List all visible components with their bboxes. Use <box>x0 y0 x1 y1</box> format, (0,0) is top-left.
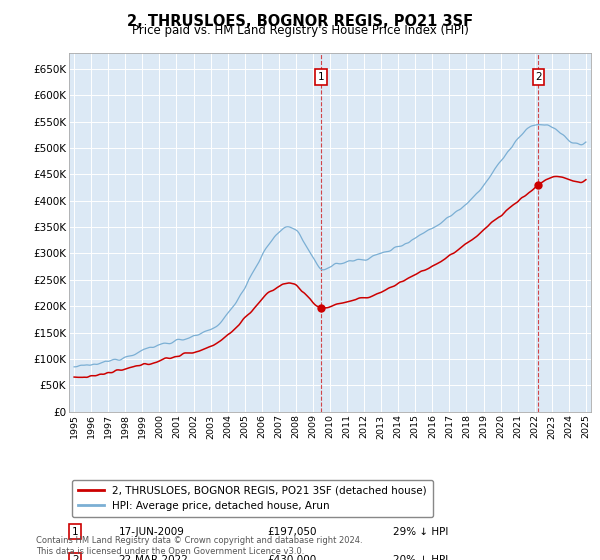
Text: 1: 1 <box>72 526 79 536</box>
Text: 2, THRUSLOES, BOGNOR REGIS, PO21 3SF: 2, THRUSLOES, BOGNOR REGIS, PO21 3SF <box>127 14 473 29</box>
Text: 1: 1 <box>317 72 324 82</box>
Text: 2: 2 <box>72 556 79 560</box>
Text: 17-JUN-2009: 17-JUN-2009 <box>119 526 184 536</box>
Text: Contains HM Land Registry data © Crown copyright and database right 2024.
This d: Contains HM Land Registry data © Crown c… <box>36 536 362 556</box>
Text: Price paid vs. HM Land Registry's House Price Index (HPI): Price paid vs. HM Land Registry's House … <box>131 24 469 37</box>
Text: 20% ↓ HPI: 20% ↓ HPI <box>392 556 448 560</box>
Legend: 2, THRUSLOES, BOGNOR REGIS, PO21 3SF (detached house), HPI: Average price, detac: 2, THRUSLOES, BOGNOR REGIS, PO21 3SF (de… <box>71 479 433 517</box>
Text: 29% ↓ HPI: 29% ↓ HPI <box>392 526 448 536</box>
Text: £197,050: £197,050 <box>268 526 317 536</box>
Text: 22-MAR-2022: 22-MAR-2022 <box>119 556 188 560</box>
Text: 2: 2 <box>535 72 542 82</box>
Text: £430,000: £430,000 <box>268 556 317 560</box>
